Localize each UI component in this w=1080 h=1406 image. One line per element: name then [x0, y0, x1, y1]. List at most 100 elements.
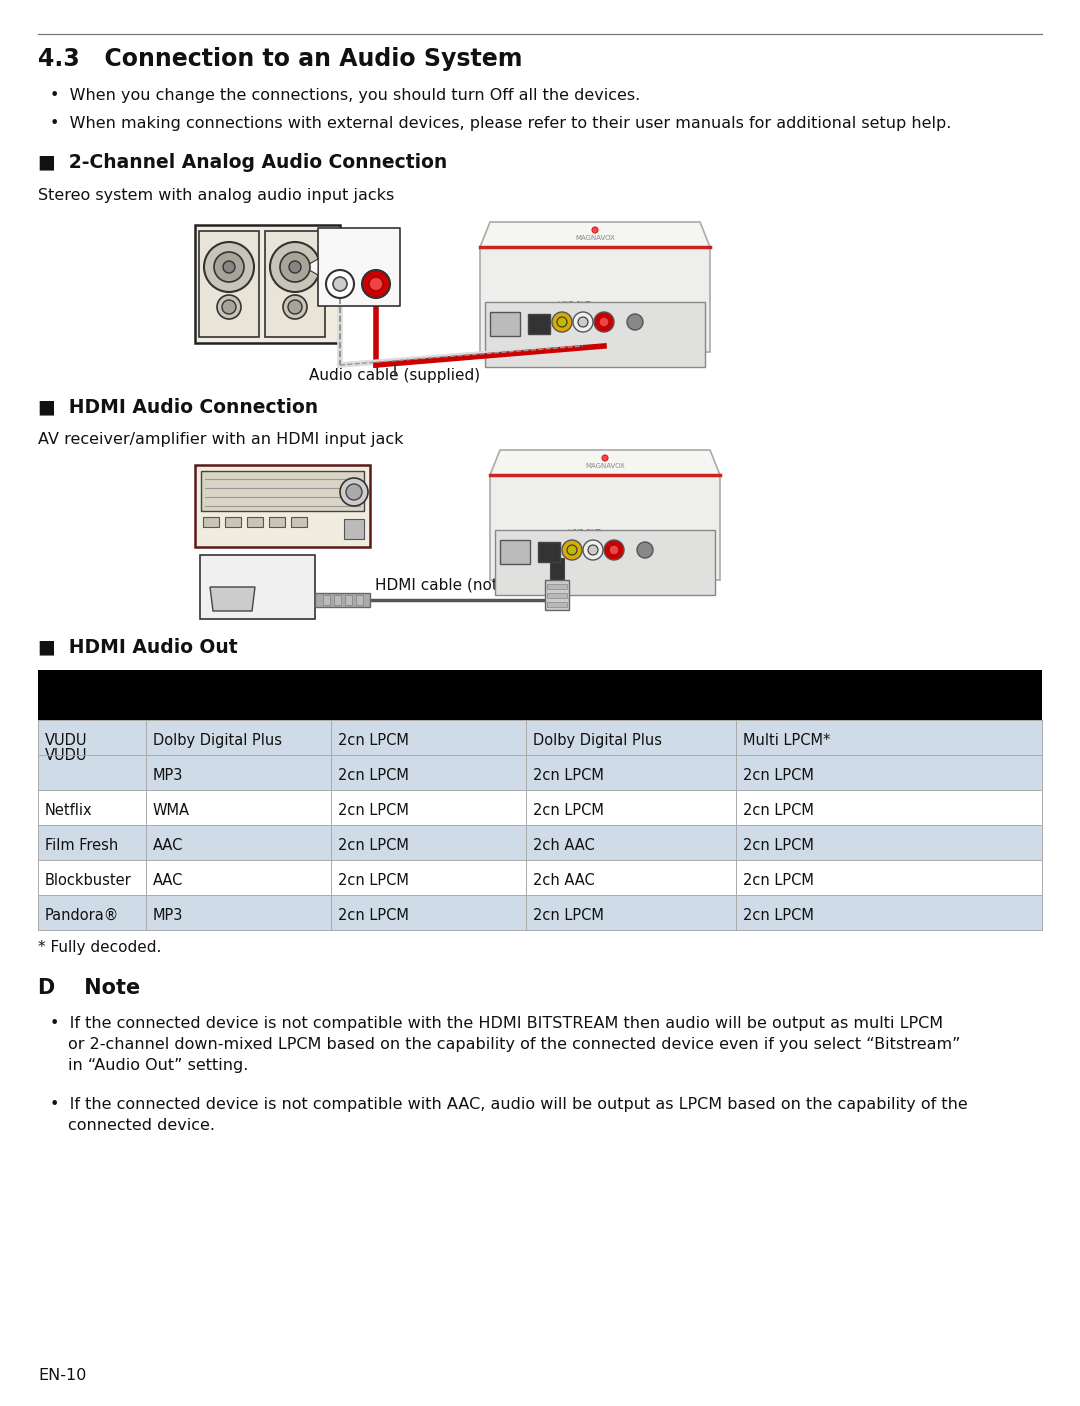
Text: DC IN: DC IN [638, 530, 656, 536]
Bar [200, 555, 315, 619]
Bar [195, 225, 340, 343]
Bar [38, 671, 1042, 720]
Text: MP3: MP3 [153, 768, 184, 783]
Circle shape [340, 478, 368, 506]
Text: 2cn LPCM: 2cn LPCM [338, 908, 409, 922]
Circle shape [609, 546, 619, 555]
Text: 2cn LPCM: 2cn LPCM [743, 873, 814, 889]
Text: Audio cable (supplied): Audio cable (supplied) [310, 368, 481, 382]
Text: DC IN: DC IN [627, 302, 646, 307]
Bar [546, 593, 567, 598]
Text: 4.3   Connection to an Audio System: 4.3 Connection to an Audio System [38, 46, 523, 70]
Text: AUDIO IN: AUDIO IN [328, 233, 389, 247]
Circle shape [270, 242, 320, 292]
Text: 2cn LPCM: 2cn LPCM [743, 768, 814, 783]
Text: LAN: LAN [492, 304, 507, 309]
Text: ■  HDMI Audio Connection: ■ HDMI Audio Connection [38, 396, 319, 416]
Text: 2cn LPCM: 2cn LPCM [743, 838, 814, 853]
Bar [500, 540, 530, 564]
Circle shape [583, 540, 603, 560]
Text: Dolby Digital Plus: Dolby Digital Plus [534, 733, 662, 748]
Bar [528, 314, 550, 335]
Bar [323, 595, 330, 605]
Bar [269, 517, 285, 527]
Circle shape [602, 456, 608, 461]
Text: * Fully decoded.: * Fully decoded. [38, 941, 161, 955]
Text: D    Note: D Note [38, 979, 140, 998]
Text: MP3: MP3 [153, 908, 184, 922]
Circle shape [604, 540, 624, 560]
Bar [546, 602, 567, 607]
Bar [38, 755, 1042, 790]
Bar [201, 471, 364, 510]
Text: AV receiver/amplifier with an HDMI input jack: AV receiver/amplifier with an HDMI input… [38, 432, 404, 447]
Text: OUT: OUT [540, 538, 553, 544]
Circle shape [222, 262, 235, 273]
Bar [538, 541, 561, 562]
Circle shape [637, 541, 653, 558]
Bar [38, 825, 1042, 860]
Bar [345, 519, 364, 538]
Text: VIDEO: VIDEO [572, 330, 592, 335]
Circle shape [280, 252, 310, 283]
Bar [480, 247, 710, 352]
Text: WMA: WMA [153, 803, 190, 818]
Bar [546, 583, 567, 589]
Bar [38, 860, 1042, 896]
Text: 2cn LPCM: 2cn LPCM [338, 733, 409, 748]
Text: L     R: L R [336, 250, 367, 260]
Text: VUDU: VUDU [45, 733, 87, 748]
Circle shape [333, 277, 347, 291]
Circle shape [369, 277, 383, 291]
Circle shape [578, 316, 588, 328]
Circle shape [573, 312, 593, 332]
Bar [318, 228, 400, 307]
Text: HDMI cable (not supplied): HDMI cable (not supplied) [375, 578, 573, 593]
Text: Multi LPCM*: Multi LPCM* [743, 733, 831, 748]
Text: L  AUDIO  R: L AUDIO R [577, 561, 613, 567]
Text: VUDU: VUDU [45, 748, 87, 762]
Text: •  If the connected device is not compatible with AAC, audio will be output as L: • If the connected device is not compati… [50, 1097, 968, 1112]
Text: ■  2-Channel Analog Audio Connection: ■ 2-Channel Analog Audio Connection [38, 153, 447, 172]
Text: Stereo system with analog audio input jacks: Stereo system with analog audio input ja… [38, 188, 394, 202]
Polygon shape [303, 259, 318, 276]
Bar [265, 231, 325, 337]
Text: 2cn LPCM: 2cn LPCM [338, 838, 409, 853]
Text: Film Fresh: Film Fresh [45, 838, 118, 853]
Text: LINE OUT: LINE OUT [558, 301, 591, 307]
Text: 2cn LPCM: 2cn LPCM [534, 908, 604, 922]
Text: 2cn LPCM: 2cn LPCM [534, 803, 604, 818]
Circle shape [326, 270, 354, 298]
Polygon shape [210, 586, 255, 612]
Text: OUT: OUT [530, 311, 543, 316]
Circle shape [627, 314, 643, 330]
Bar [225, 517, 241, 527]
Circle shape [289, 262, 301, 273]
Text: L  AUDIO  R: L AUDIO R [565, 333, 602, 337]
Bar [545, 581, 569, 610]
Bar [356, 595, 363, 605]
Circle shape [204, 242, 254, 292]
Bar [334, 595, 341, 605]
Text: 2cn LPCM: 2cn LPCM [338, 768, 409, 783]
Text: •  When you change the connections, you should turn Off all the devices.: • When you change the connections, you s… [50, 89, 640, 103]
Bar [195, 465, 370, 547]
Text: 2cn LPCM: 2cn LPCM [743, 803, 814, 818]
Text: MAGNAVOX: MAGNAVOX [585, 463, 625, 470]
Circle shape [557, 316, 567, 328]
Circle shape [217, 295, 241, 319]
Polygon shape [480, 222, 710, 247]
Text: EN-10: EN-10 [38, 1368, 86, 1384]
Bar [550, 558, 564, 581]
Text: AAC: AAC [153, 838, 184, 853]
Text: 2ch AAC: 2ch AAC [534, 838, 595, 853]
Bar [203, 517, 219, 527]
Bar [38, 720, 1042, 755]
Text: or 2-channel down-mixed LPCM based on the capability of the connected device eve: or 2-channel down-mixed LPCM based on th… [68, 1038, 960, 1052]
Text: in “Audio Out” setting.: in “Audio Out” setting. [68, 1057, 248, 1073]
Text: HDMI: HDMI [538, 534, 555, 538]
Bar [315, 593, 370, 607]
Circle shape [592, 226, 598, 233]
Bar [38, 790, 1042, 825]
Text: 2ch AAC: 2ch AAC [534, 873, 595, 889]
